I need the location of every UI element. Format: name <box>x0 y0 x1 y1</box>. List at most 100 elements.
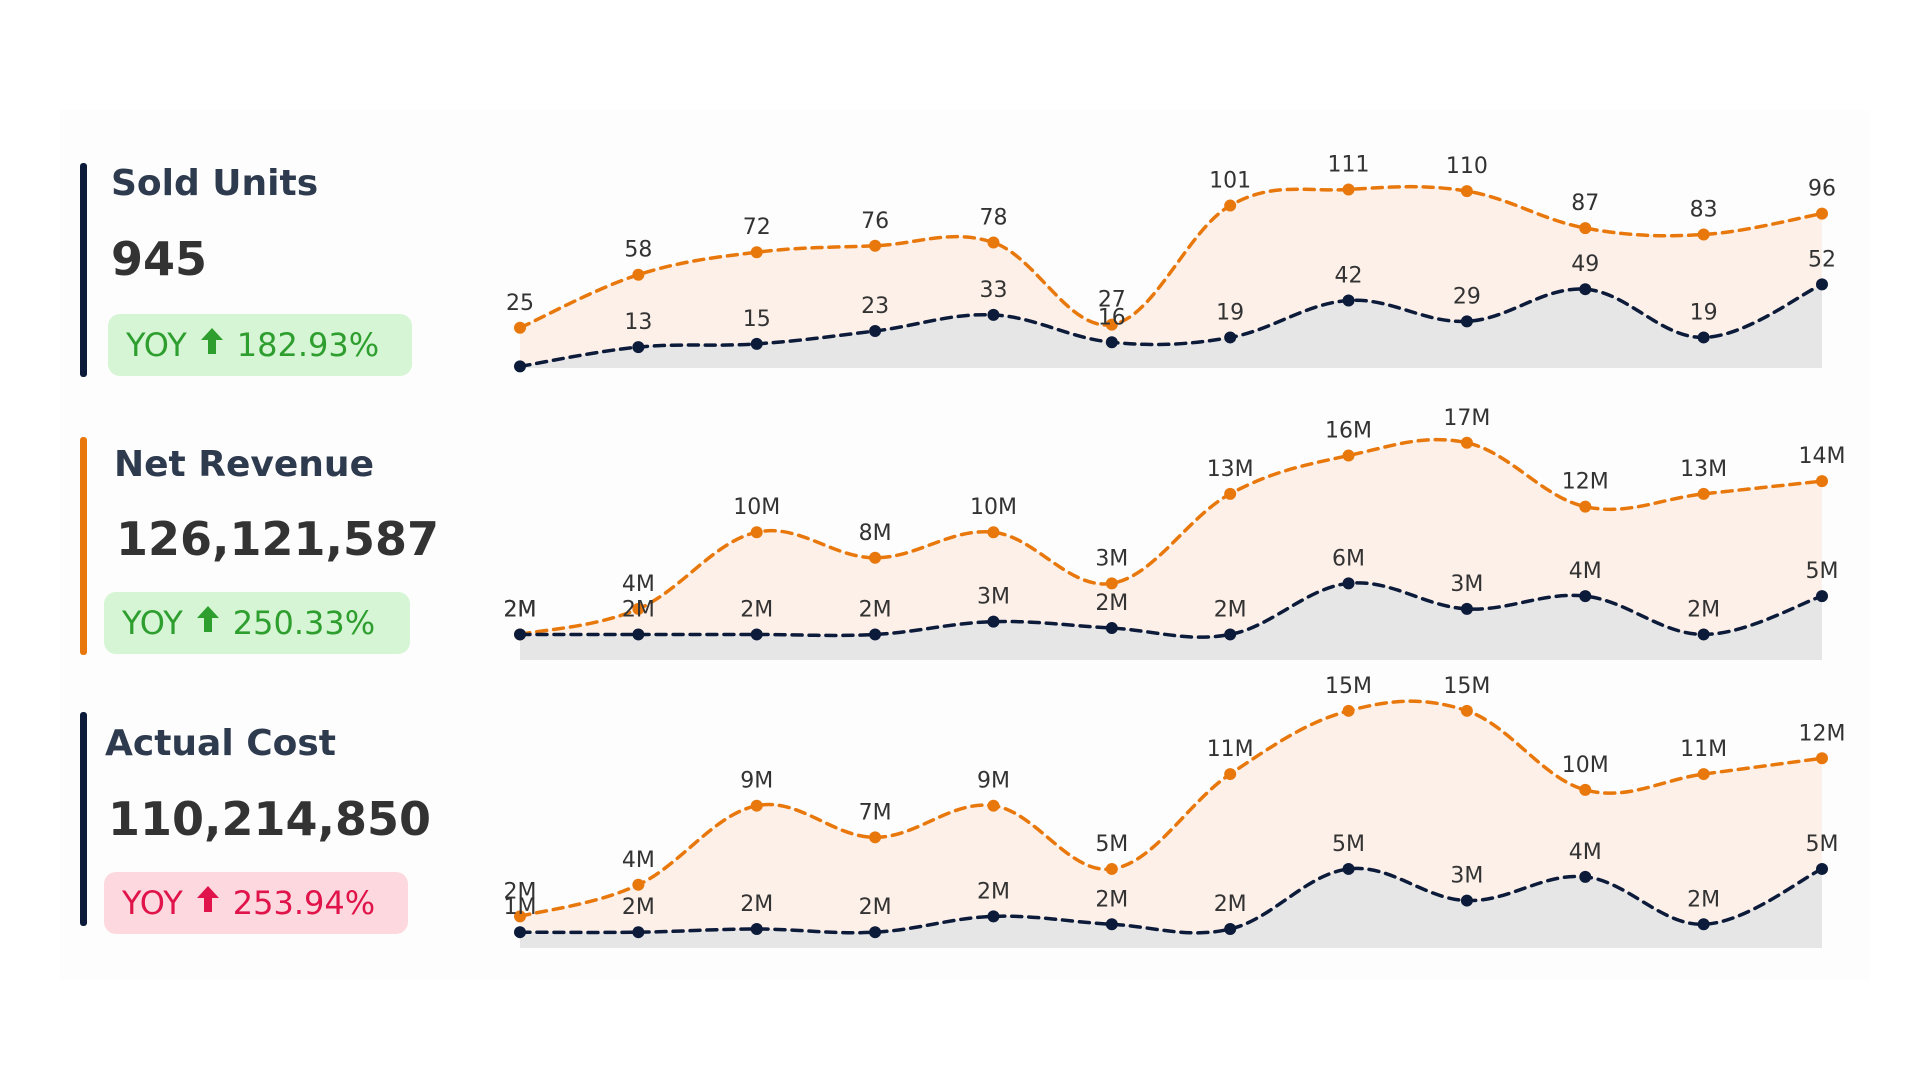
series-1-point <box>869 551 882 564</box>
series-1-point <box>987 236 1000 249</box>
yoy-label: YOY <box>122 884 183 922</box>
series-2-data-label: 2M <box>740 597 773 622</box>
series-2-data-label: 5M <box>1806 559 1839 584</box>
series-2-data-label: 49 <box>1571 252 1599 277</box>
series-1-point <box>1224 199 1237 212</box>
series-2-area <box>520 582 1822 660</box>
series-2-point <box>987 308 1000 321</box>
series-1-data-label: 15M <box>1443 674 1490 699</box>
series-1-data-label: 17M <box>1443 406 1490 431</box>
yoy-label: YOY <box>122 604 183 642</box>
series-1-data-label: 10M <box>733 495 780 520</box>
series-1-data-label: 8M <box>859 521 892 546</box>
series-2-point <box>1579 283 1592 296</box>
series-2-point <box>1342 294 1355 307</box>
series-2-point <box>987 910 1000 923</box>
series-1-point <box>514 910 526 923</box>
series-1-point <box>1342 704 1355 717</box>
series-1-data-label: 12M <box>1799 721 1846 746</box>
kpi-value: 110,214,850 <box>108 792 432 846</box>
series-2-data-label: 2M <box>1095 591 1128 616</box>
series-1-point <box>632 268 645 281</box>
series-1-data-label: 58 <box>624 238 652 263</box>
series-2-line <box>518 581 1824 639</box>
series-1-data-label: 11M <box>1680 737 1727 762</box>
series-1-point <box>1342 449 1355 462</box>
series-1-data-label: 10M <box>1562 753 1609 778</box>
yoy-value: 182.93% <box>236 326 380 364</box>
series-1-point <box>1460 436 1473 449</box>
series-2-point <box>1342 862 1355 875</box>
series-2-point <box>987 615 1000 628</box>
series-2-data-label: 5M <box>1806 832 1839 857</box>
series-2-point <box>869 325 882 338</box>
series-1-point <box>987 799 1000 812</box>
kpi-value: 945 <box>111 232 208 286</box>
series-2-point <box>1697 918 1710 931</box>
series-2-point <box>514 926 526 939</box>
series-1-data-label: 13M <box>1680 457 1727 482</box>
series-2-point <box>1224 628 1237 641</box>
series-2-point <box>750 337 763 350</box>
series-1-point <box>1224 487 1237 500</box>
series-2-data-label: 13 <box>624 310 652 335</box>
kpi-accent-bar <box>80 437 87 655</box>
series-1-data-label: 16M <box>1325 419 1372 444</box>
series-2-data-label: 2M <box>1214 892 1247 917</box>
kpi-title: Net Revenue <box>114 444 374 485</box>
series-2-point <box>632 341 645 354</box>
series-1-data-label: 27 <box>1098 288 1126 313</box>
series-2-point <box>1816 590 1828 603</box>
series-1-point <box>1105 318 1118 331</box>
series-1-data-label: 10M <box>970 495 1017 520</box>
series-2-point <box>632 628 645 641</box>
series-1-data-label: 96 <box>1808 177 1836 202</box>
series-1-point <box>1816 475 1828 488</box>
series-1-point <box>1579 783 1592 796</box>
yoy-value: 250.33% <box>232 604 376 642</box>
series-2-data-label: 2M <box>977 879 1010 904</box>
yoy-badge: YOY 250.33% <box>104 592 410 654</box>
series-1-data-label: 83 <box>1690 198 1718 223</box>
series-1-data-label: 72 <box>743 215 771 240</box>
series-1-point <box>1816 752 1828 765</box>
series-1-point <box>1816 207 1828 220</box>
kpi-value: 126,121,587 <box>116 512 440 566</box>
series-1-point <box>1105 862 1118 875</box>
series-1-point <box>1460 704 1473 717</box>
series-1-point <box>869 831 882 844</box>
series-2-data-label: 19 <box>1690 300 1718 325</box>
series-2-data-label: 2M <box>622 895 655 920</box>
series-2-data-label: 2M <box>740 892 773 917</box>
series-1-data-label: 11M <box>1207 737 1254 762</box>
series-2-data-label: 29 <box>1453 284 1481 309</box>
chart-1: 25 58 72 76 78 27 101 111 110 87 83 96 13 15 23 33 16 19 4… <box>506 152 1836 373</box>
series-1-point <box>1697 768 1710 781</box>
series-1-data-label: 4M <box>622 848 655 873</box>
series-2-point <box>1460 894 1473 907</box>
series-1-data-label: 76 <box>861 209 889 234</box>
series-2-data-label: 2M <box>1095 887 1128 912</box>
series-2-data-label: 19 <box>1216 300 1244 325</box>
series-2-data-label: 2M <box>859 597 892 622</box>
series-1-data-label: 87 <box>1571 191 1599 216</box>
series-2-point <box>1105 336 1118 349</box>
series-2-data-label: 3M <box>977 585 1010 610</box>
series-1-area <box>520 439 1822 660</box>
series-2-point <box>1697 628 1710 641</box>
series-2-point <box>869 926 882 939</box>
series-2-point <box>1460 602 1473 615</box>
series-1-data-label: 2M <box>504 597 537 622</box>
series-2-point <box>1342 577 1355 590</box>
series-2-point <box>1105 622 1118 635</box>
series-1-point <box>750 526 763 539</box>
series-1-data-label: 110 <box>1446 154 1488 179</box>
series-1-point <box>869 239 882 252</box>
series-1-data-label: 14M <box>1799 444 1846 469</box>
series-1-point <box>1224 768 1237 781</box>
series-2-data-label: 3M <box>1450 572 1483 597</box>
yoy-badge: YOY 253.94% <box>104 872 408 934</box>
series-2-point <box>1105 918 1118 931</box>
